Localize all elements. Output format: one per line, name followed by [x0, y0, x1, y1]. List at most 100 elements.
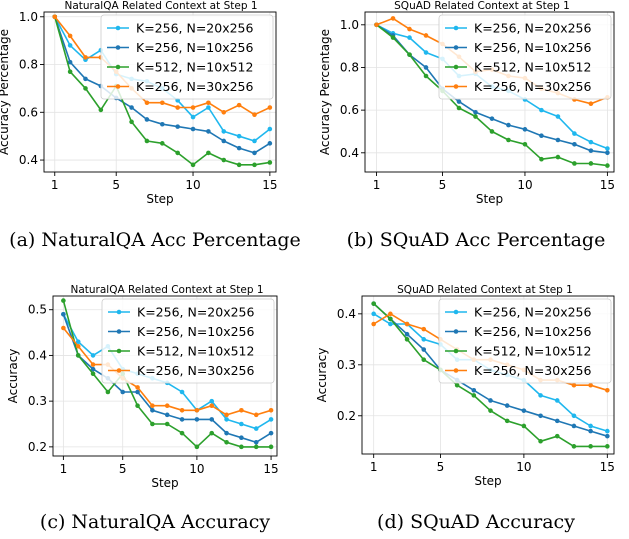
data-point	[538, 393, 543, 398]
data-point	[190, 105, 196, 110]
y-tick-label: 0.2	[337, 409, 356, 423]
x-tick-label: 1	[373, 178, 381, 192]
data-point	[61, 325, 66, 331]
data-point	[221, 129, 227, 134]
x-tick-label: 15	[600, 178, 615, 192]
data-point	[267, 141, 273, 146]
y-tick-label: 0.3	[28, 394, 47, 408]
data-point	[388, 321, 393, 327]
legend-label: K=256, N=10x256	[137, 324, 255, 339]
data-point	[239, 407, 244, 413]
data-point	[268, 407, 274, 413]
data-point	[522, 141, 528, 147]
legend-box	[101, 298, 275, 384]
data-point	[221, 109, 227, 115]
x-tick-label: 5	[439, 178, 447, 192]
y-tick-label: 0.8	[340, 60, 359, 74]
data-point	[473, 114, 478, 119]
data-point	[129, 105, 134, 110]
data-point	[160, 121, 165, 127]
data-point	[489, 129, 495, 134]
data-point	[129, 119, 134, 125]
legend-label: K=256, N=30x256	[137, 363, 255, 378]
legend-swatch-marker	[115, 45, 121, 50]
y-tick-label: 0.2	[28, 440, 47, 454]
data-point	[407, 26, 412, 32]
legend-swatch-marker	[115, 25, 121, 31]
data-point	[160, 141, 165, 146]
x-tick-label: 15	[262, 178, 277, 192]
data-point	[75, 353, 81, 358]
x-tick-label: 15	[600, 460, 615, 474]
legend-label: K=512, N=10x512	[474, 344, 591, 359]
y-axis-label: Accuracy	[6, 349, 20, 404]
data-point	[555, 154, 561, 160]
data-point	[239, 435, 244, 441]
legend-box	[438, 298, 612, 384]
data-point	[407, 52, 412, 57]
data-point	[135, 385, 140, 390]
data-point	[605, 163, 610, 168]
data-point	[67, 69, 73, 75]
data-point	[423, 65, 429, 70]
data-point	[239, 444, 244, 450]
data-point	[253, 439, 259, 445]
data-point	[388, 316, 393, 322]
data-point	[388, 311, 393, 317]
data-point	[67, 33, 73, 39]
legend-swatch-marker	[115, 84, 121, 89]
legend-box	[438, 14, 612, 100]
x-tick-label: 10	[189, 462, 204, 476]
data-point	[175, 124, 180, 129]
data-point	[236, 162, 242, 168]
data-point	[253, 426, 259, 431]
data-point	[488, 408, 493, 413]
plot-frame	[364, 11, 615, 173]
data-point	[404, 337, 410, 342]
data-point	[588, 423, 593, 429]
data-point	[206, 129, 211, 134]
x-tick-label: 15	[263, 462, 278, 476]
legend-label: K=256, N=10x256	[474, 40, 592, 55]
panel-naturalqa-accuracy: NaturalQA Related Context at Step 1 (c) …	[6, 284, 279, 533]
data-point	[390, 16, 396, 21]
data-point	[522, 127, 528, 132]
legend-swatch-marker	[453, 348, 459, 354]
data-point	[456, 99, 462, 104]
y-tick-label: 0.4	[337, 307, 356, 321]
y-tick-label: 0.4	[19, 153, 38, 167]
data-point	[588, 101, 594, 107]
data-point	[209, 417, 215, 422]
data-point	[554, 433, 560, 439]
x-tick-label: 5	[112, 178, 120, 192]
legend-label: K=512, N=10x512	[474, 60, 591, 75]
legend-label: K=256, N=10x256	[136, 40, 254, 55]
legend-swatch-marker	[453, 64, 459, 70]
legend-swatch-marker	[453, 329, 459, 334]
legend-box	[100, 14, 274, 100]
y-tick-label: 0.3	[337, 358, 356, 372]
data-point	[160, 100, 165, 106]
data-point	[371, 321, 376, 327]
y-tick-label: 1.0	[19, 10, 38, 24]
data-point	[539, 107, 544, 113]
legend-swatch-marker	[116, 368, 122, 373]
panel-squad-accuracy: SQuAD Related Context at Step 1 (d) SQuA…	[315, 284, 615, 533]
legend-swatch-marker	[453, 45, 459, 50]
panel-naturalqa-acc-percentage: NaturalQA Related Context at Step 1 (a) …	[0, 0, 301, 251]
legend-label: K=256, N=20x256	[474, 21, 592, 36]
data-point	[554, 418, 560, 424]
data-point	[268, 444, 274, 450]
data-point	[90, 366, 96, 372]
data-point	[588, 428, 593, 434]
x-tick-label: 1	[51, 178, 59, 192]
data-point	[555, 114, 561, 119]
legend-label: K=256, N=30x256	[474, 79, 592, 94]
data-point	[404, 331, 410, 337]
legend-label: K=512, N=10x512	[137, 344, 254, 359]
data-point	[135, 389, 140, 395]
data-point	[194, 444, 200, 450]
data-point	[190, 162, 196, 168]
data-point	[588, 139, 594, 145]
data-point	[164, 421, 170, 427]
